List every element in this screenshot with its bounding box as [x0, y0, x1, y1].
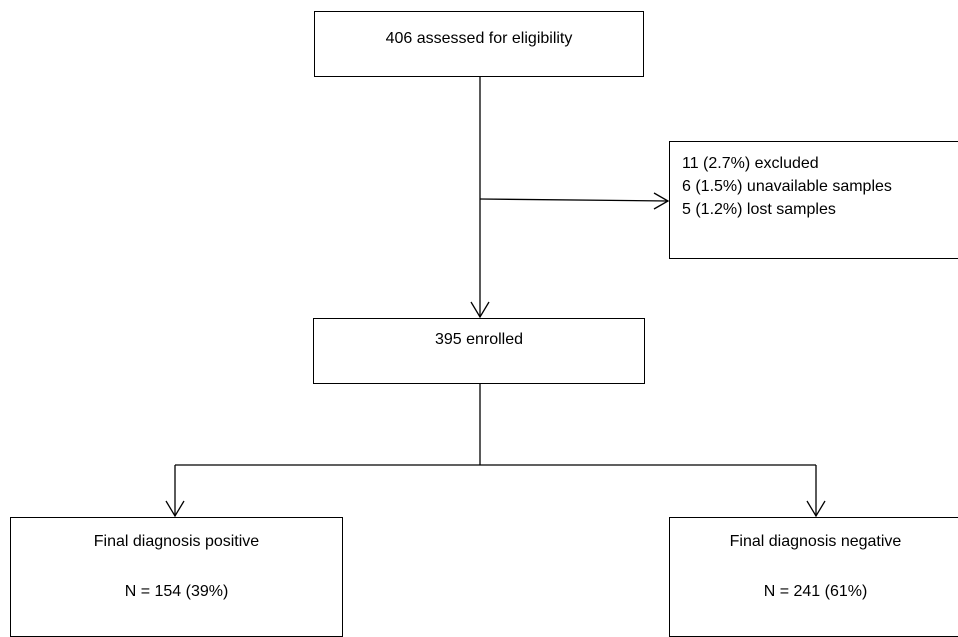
excluded-lost-samples: 5 (1.2%) lost samples: [682, 201, 836, 218]
assessed-box: 406 assessed for eligibility: [314, 11, 644, 77]
positive-diagnosis-count: N = 154 (39%): [124, 583, 229, 600]
excluded-total: 11 (2.7%) excluded: [682, 155, 819, 172]
excluded-box: 11 (2.7%) excluded 6 (1.5%) unavailable …: [669, 141, 958, 259]
positive-diagnosis-title: Final diagnosis positive: [93, 533, 260, 550]
assessed-label: 406 assessed for eligibility: [385, 30, 573, 47]
connector-to-excluded: [479, 198, 669, 202]
arrowhead-positive: [165, 500, 185, 518]
excluded-unavailable-samples: 6 (1.5%) unavailable samples: [682, 178, 892, 195]
negative-diagnosis-title: Final diagnosis negative: [729, 533, 902, 550]
arrowhead-excluded: [653, 192, 670, 210]
positive-diagnosis-box: Final diagnosis positive N = 154 (39%): [10, 517, 343, 637]
arrowhead-negative: [806, 500, 826, 518]
negative-diagnosis-box: Final diagnosis negative N = 241 (61%): [669, 517, 958, 637]
enrolled-label: 395 enrolled: [434, 331, 524, 348]
arrowhead-enrolled: [470, 301, 490, 319]
enrolled-box: 395 enrolled: [313, 318, 645, 384]
negative-diagnosis-count: N = 241 (61%): [763, 583, 868, 600]
